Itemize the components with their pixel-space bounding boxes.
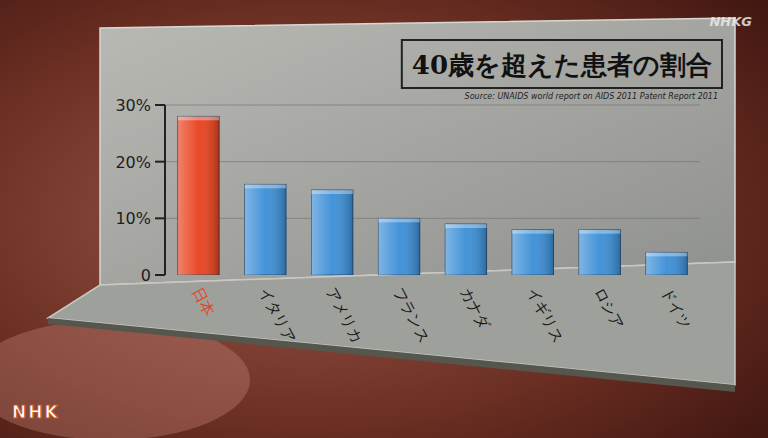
category-label: 日本 [189,284,219,319]
bar [245,184,286,275]
subtitle: Source: UNAIDS world report on AIDS 2011… [465,92,718,101]
bar-shade [579,230,620,275]
bar-shade [445,224,486,275]
bar-top [378,218,419,222]
x-axis: 日本 イタリアアメリカフランスカナダイギリスロシアドイツ [189,284,694,345]
bar [579,230,620,275]
bar [512,230,553,275]
chart: 0 10% 20% 30% 40歳を超えた患者の割合 Source: UNAIDS wor… [0,0,768,438]
bar [178,116,219,275]
category-label: フランス [390,284,434,345]
category-label: カナダ [456,284,493,333]
category-label: ロシア [590,284,627,332]
bar-shade [378,218,419,275]
floor-edge [48,318,735,392]
back-panel [100,18,735,285]
grid-line [165,105,700,106]
tick [155,104,165,106]
title: 40歳を超えた患者の割合 [412,50,712,80]
title-box [402,40,722,88]
tick [155,274,165,276]
y-axis-line [164,105,166,275]
category-label: イギリス [523,284,567,345]
bar-top [512,230,553,234]
broadcaster-logo: NHK [12,402,60,422]
bar-top [445,224,486,228]
category-label: イタリア [256,284,300,345]
bar-top [245,184,286,188]
bar-shade [178,116,219,275]
title-group: 40歳を超えた患者の割合 Source: UNAIDS world report … [402,40,722,101]
floor [48,262,735,385]
bar-top [579,230,620,234]
bar-top [646,252,687,256]
bar-top [178,116,219,120]
bar-shade [646,252,687,275]
category-label: アメリカ [323,284,367,345]
bar-shade [245,184,286,275]
bar [311,190,352,275]
category-label: ドイツ [657,284,694,332]
tick-label: 30% [115,96,151,115]
bar [445,224,486,275]
tick-label: 0 [141,266,151,285]
bar-shade [512,230,553,275]
bar [378,218,419,275]
y-axis: 0 10% 20% 30% [115,96,700,285]
tick-label: 10% [115,209,151,228]
bar-top [311,190,352,194]
grid-line [165,161,700,162]
tick-label: 20% [115,153,151,172]
bars [178,116,688,275]
bar-shade [311,190,352,275]
tick [155,217,165,219]
channel-logo: NHKG [709,14,752,29]
tick [155,161,165,163]
bar [646,252,687,275]
